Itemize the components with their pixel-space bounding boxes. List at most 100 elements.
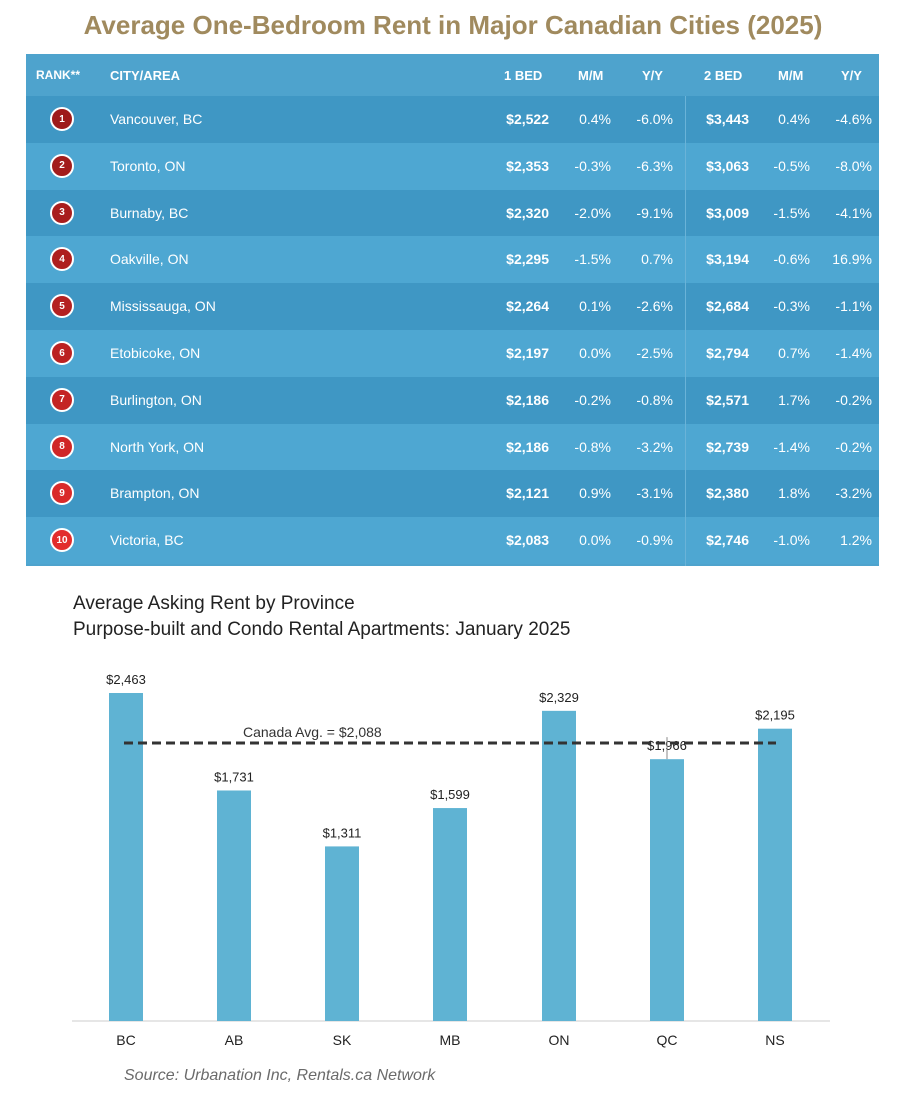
header-1bed: 1 BED [504,68,543,83]
value-label-on: $2,329 [539,690,579,705]
rank-badge: 2 [50,153,74,178]
tick-label-sk: SK [333,1032,352,1048]
chart-title: Average Asking Rent by Province [73,593,355,614]
cell-yy1: -0.9% [636,532,673,549]
city-name: Burnaby, BC [110,204,189,221]
cell-mm2: -1.0% [773,532,810,549]
cell-mm1: 0.1% [579,298,611,315]
cell-mm1: 0.0% [579,345,611,361]
cell-bed1: $2,083 [506,532,549,549]
city-name: Brampton, ON [110,485,200,502]
cell-mm2: -0.3% [773,298,810,315]
table-row: 2 Toronto, ON $2,353 -0.3% -6.3% $3,063 -0.5% -… [26,142,879,190]
city-name: Vancouver, BC [110,111,203,127]
tick-label-on: ON [549,1032,570,1048]
cell-mm2: -0.6% [773,251,810,268]
cell-mm1: 0.9% [579,485,611,502]
cell-yy2: -3.2% [835,485,872,502]
cell-bed2: $3,194 [706,251,749,268]
tick-label-ns: NS [765,1032,784,1048]
cell-yy1: -0.8% [636,391,673,408]
cell-yy1: -9.1% [636,204,673,221]
rank-badge: 8 [50,434,74,459]
header-2bed: 2 BED [704,68,743,83]
cell-mm2: 0.7% [778,345,810,361]
cell-bed2: $3,009 [706,204,749,221]
cell-yy2: -1.1% [835,298,872,315]
table-row: 3 Burnaby, BC $2,320 -2.0% -9.1% $3,009 -1.5% -… [26,189,879,237]
cell-yy1: -6.3% [636,157,673,174]
cell-yy2: 16.9% [832,251,872,268]
table-row: 9 Brampton, ON $2,121 0.9% -3.1% $2,380 1.8% -3… [26,470,879,518]
cell-bed1: $2,353 [506,157,549,174]
city-name: North York, ON [110,438,205,455]
bar-on [542,710,576,1021]
rank-badge: 1 [50,107,74,131]
cell-mm1: -1.5% [574,251,611,268]
bar-ab [217,790,251,1021]
cell-mm2: 0.4% [778,111,810,127]
city-name: Victoria, BC [110,532,184,549]
cell-yy1: -2.5% [636,345,673,361]
header-city: CITY/AREA [110,68,181,83]
rent-ranking-table: RANK** CITY/AREA 1 BED M/M Y/Y 2 BED M/M… [26,54,879,566]
cell-yy2: -4.6% [835,111,872,127]
cell-bed2: $2,571 [706,391,749,408]
cell-bed2: $2,746 [706,532,749,549]
cell-mm1: -0.3% [574,157,611,174]
cell-yy1: -6.0% [636,111,673,127]
table-row: 5 Mississauga, ON $2,264 0.1% -2.6% $2,684 -0.… [26,283,879,330]
cell-yy2: 1.2% [840,532,872,549]
cell-yy2: -1.4% [835,345,872,361]
cell-mm2: -1.4% [773,438,810,455]
table-row: 8 North York, ON $2,186 -0.8% -3.2% $2,739 -1.… [26,423,879,471]
cell-bed2: $2,739 [706,438,749,455]
header-yy-1bed: Y/Y [642,68,663,83]
cell-bed1: $2,197 [506,345,549,361]
bar-qc [650,759,684,1021]
cell-mm1: -2.0% [574,204,611,221]
table-header: RANK** CITY/AREA 1 BED M/M Y/Y 2 BED M/M… [26,54,879,96]
bar-mb [433,808,467,1021]
city-name: Burlington, ON [110,391,202,408]
cell-mm2: 1.8% [778,485,810,502]
table-row: 4 Oakville, ON $2,295 -1.5% 0.7% $3,194 -0.6% 1… [26,236,879,284]
value-label-sk: $1,311 [323,825,362,840]
rank-badge: 9 [50,481,74,506]
cell-bed1: $2,186 [506,438,549,455]
rank-badge: 3 [50,200,74,225]
column-divider [685,96,686,566]
cell-mm2: 1.7% [778,391,810,408]
header-yy-2bed: Y/Y [841,68,862,83]
header-mm-1bed: M/M [578,68,604,83]
city-name: Oakville, ON [110,251,189,268]
rank-badge: 5 [50,294,74,319]
chart-subtitle: Purpose-built and Condo Rental Apartment… [73,619,571,640]
tick-label-ab: AB [225,1032,244,1048]
cell-bed1: $2,522 [506,111,549,127]
cell-yy1: -3.1% [636,485,673,502]
cell-yy2: -0.2% [835,391,872,408]
cell-mm1: 0.4% [579,111,611,127]
cell-mm2: -0.5% [773,157,810,174]
cell-yy1: 0.7% [641,251,673,268]
table-row: 6 Etobicoke, ON $2,197 0.0% -2.5% $2,794 0.7% -… [26,330,879,377]
rank-badge: 7 [50,387,74,412]
rank-badge: 6 [50,341,74,365]
cell-bed2: $2,684 [706,298,749,315]
cell-bed2: $3,063 [706,157,749,174]
province-rent-chart: $2,463 BC $1,731 AB $1,311 SK $1,599 MB $2,329 ON… [72,672,830,1048]
cell-mm2: -1.5% [773,204,810,221]
value-label-mb: $1,599 [430,787,470,802]
cell-yy2: -0.2% [835,438,872,455]
table-row: 7 Burlington, ON $2,186 -0.2% -0.8% $2,571 1.7… [26,376,879,424]
rank-badge: 10 [50,528,74,553]
city-name: Mississauga, ON [110,298,216,315]
cell-bed2: $2,794 [706,345,749,361]
bar-sk [325,846,359,1021]
city-name: Toronto, ON [110,157,186,174]
value-label-ns: $2,195 [755,708,795,723]
value-label-bc: $2,463 [106,672,146,687]
cell-bed2: $2,380 [706,485,749,502]
cell-yy1: -2.6% [636,298,673,315]
